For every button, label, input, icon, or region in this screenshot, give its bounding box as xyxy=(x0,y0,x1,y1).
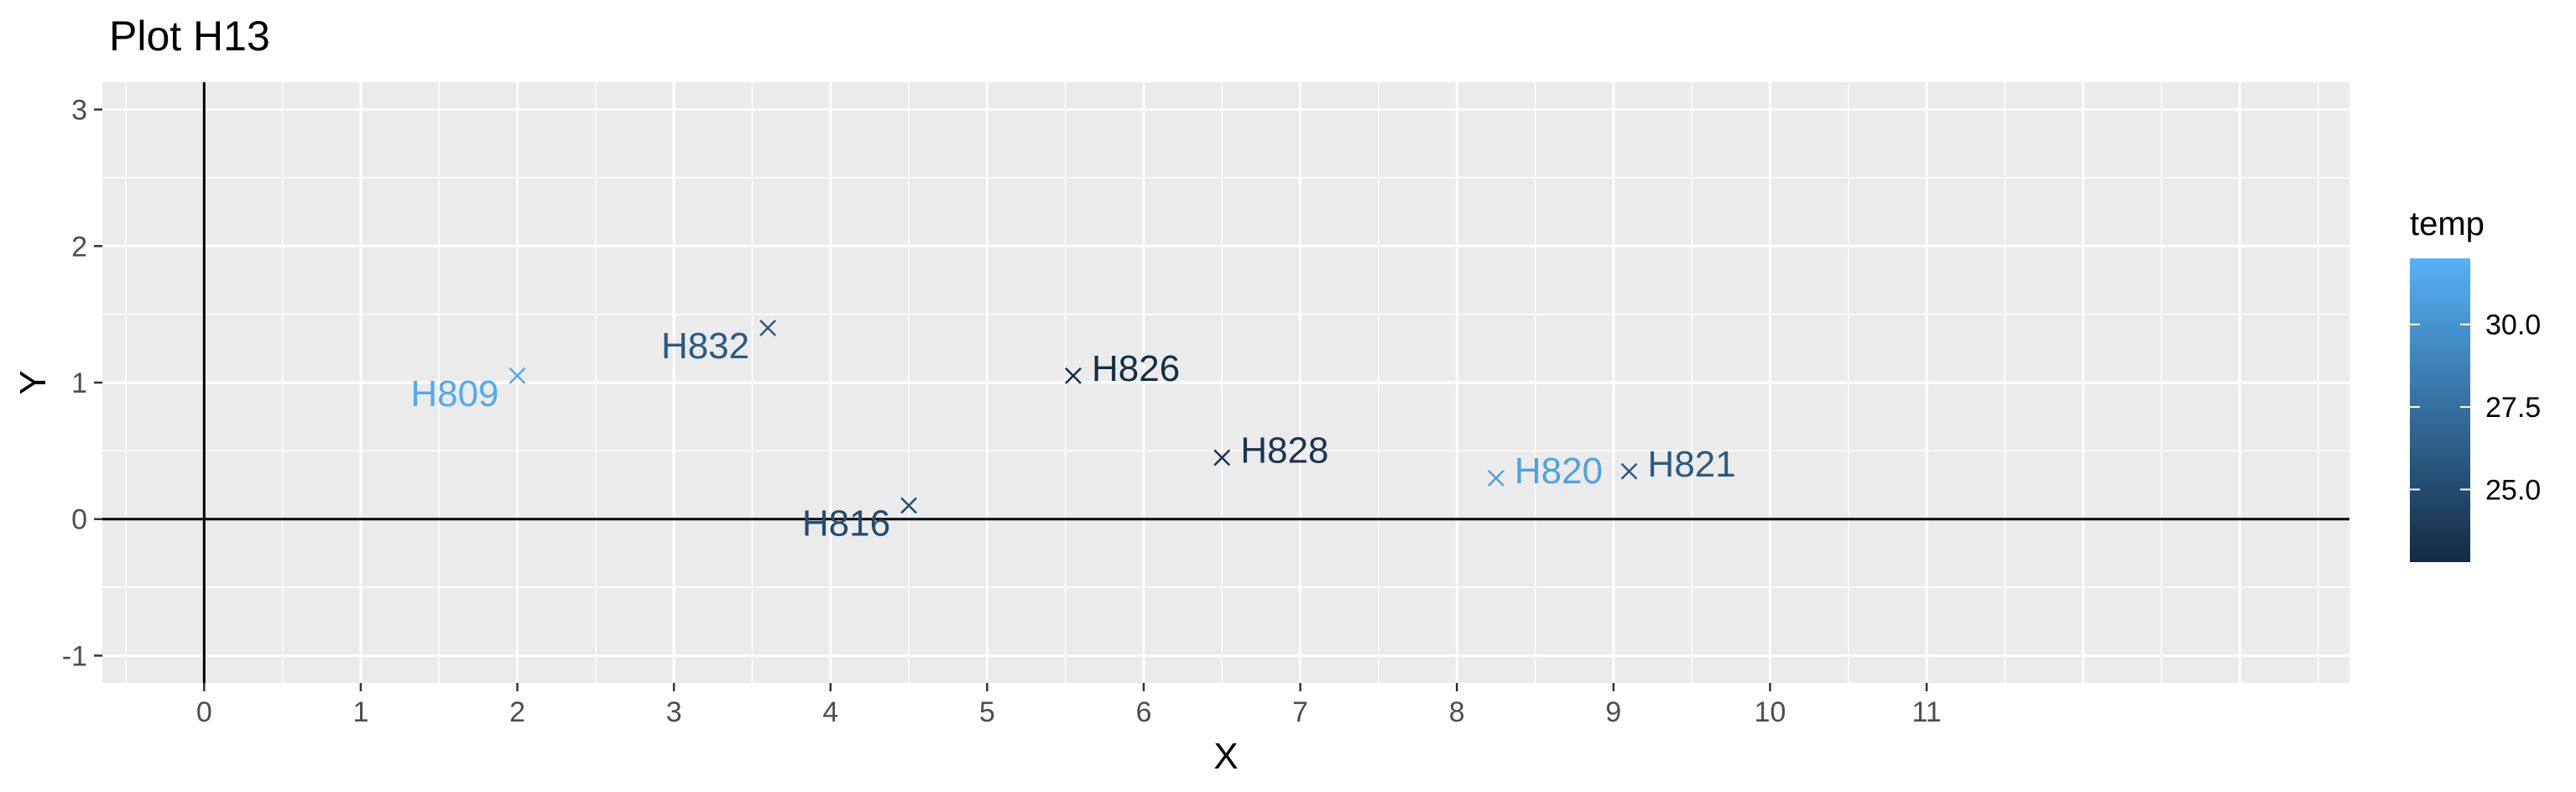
legend-colorbar xyxy=(2410,258,2470,562)
data-point: H826 xyxy=(1065,348,1180,389)
point-label: H828 xyxy=(1240,430,1328,472)
legend-title: temp xyxy=(2410,206,2485,242)
x-tick-label: 10 xyxy=(1755,696,1786,728)
point-marker xyxy=(508,367,526,384)
x-tick-label: 4 xyxy=(822,696,838,728)
reference-lines xyxy=(102,82,2349,683)
point-label: H832 xyxy=(661,326,749,367)
y-tick-label: 2 xyxy=(71,231,87,263)
data-point: H821 xyxy=(1620,444,1736,485)
x-axis: 0 1 2 3 4 5 6 7 8 9 10 11 xyxy=(196,683,1942,728)
x-tick-label: 8 xyxy=(1449,696,1465,728)
y-tick-label: 3 xyxy=(71,95,87,127)
x-tick-label: 0 xyxy=(196,696,212,728)
y-tick-label: -1 xyxy=(62,640,87,672)
x-tick-label: 7 xyxy=(1292,696,1308,728)
x-tick-label: 9 xyxy=(1605,696,1621,728)
x-tick-label: 1 xyxy=(352,696,368,728)
data-point: H828 xyxy=(1213,430,1329,472)
point-marker xyxy=(1488,470,1504,487)
legend-tick-label: 25.0 xyxy=(2485,474,2541,506)
x-tick-label: 11 xyxy=(1911,696,1941,728)
data-point: H832 xyxy=(661,320,777,367)
x-tick-label: 2 xyxy=(509,696,525,728)
point-label: H816 xyxy=(802,503,890,544)
legend-tick-label: 27.5 xyxy=(2485,392,2541,424)
point-marker xyxy=(1620,462,1638,480)
x-tick-label: 5 xyxy=(979,696,995,728)
point-marker xyxy=(1065,367,1082,384)
legend-ticks: 25.0 27.5 30.0 xyxy=(2410,310,2541,506)
point-marker xyxy=(900,497,917,514)
point-marker xyxy=(1213,449,1231,466)
point-label: H821 xyxy=(1648,444,1736,485)
x-axis-title: X xyxy=(1213,736,1238,777)
data-point: H820 xyxy=(1488,451,1603,492)
legend-tick-label: 30.0 xyxy=(2485,310,2541,341)
data-point: H809 xyxy=(410,367,526,414)
y-axis: -1 0 1 2 3 xyxy=(62,95,102,672)
x-tick-label: 6 xyxy=(1136,696,1152,728)
x-tick-label: 3 xyxy=(666,696,682,728)
y-tick-label: 0 xyxy=(71,504,87,536)
point-label: H820 xyxy=(1515,451,1603,492)
data-point: H816 xyxy=(802,497,917,544)
data-points: H809 H832 H816 H826 H828 H820 H821 xyxy=(410,320,1736,544)
color-legend: temp 25.0 27.5 30.0 xyxy=(2410,206,2541,562)
plot-title: Plot H13 xyxy=(109,13,270,60)
point-label: H826 xyxy=(1092,348,1180,389)
point-marker xyxy=(759,320,777,336)
point-label: H809 xyxy=(410,373,498,414)
y-axis-title: Y xyxy=(13,370,54,394)
y-tick-label: 1 xyxy=(71,367,87,399)
